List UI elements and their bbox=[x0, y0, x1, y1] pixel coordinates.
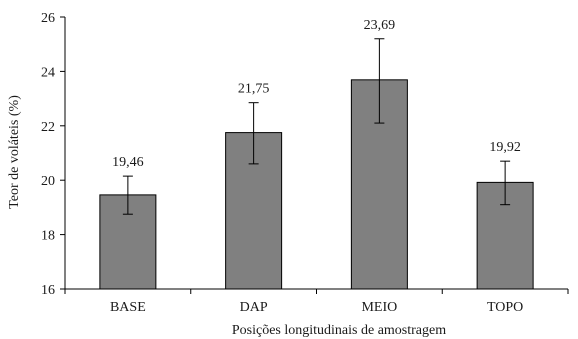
error-bars bbox=[122, 38, 511, 215]
y-axis-ticks: 16 18 20 22 24 26 bbox=[41, 11, 65, 298]
y-tick-label: 20 bbox=[41, 174, 55, 189]
data-labels: 19,46 21,75 23,69 19,92 bbox=[112, 18, 521, 170]
x-axis-title: Posições longitudinais de amostragem bbox=[232, 323, 446, 338]
bars bbox=[99, 79, 534, 290]
x-tick-label: DAP bbox=[240, 300, 268, 315]
data-label: 23,69 bbox=[364, 18, 396, 33]
x-tick-label: TOPO bbox=[487, 300, 523, 315]
y-tick-label: 16 bbox=[41, 283, 55, 298]
data-label: 19,92 bbox=[489, 140, 521, 155]
data-label: 21,75 bbox=[238, 82, 270, 97]
y-tick-label: 24 bbox=[41, 65, 55, 80]
x-tick-label: MEIO bbox=[361, 300, 397, 315]
y-tick-label: 26 bbox=[41, 11, 55, 26]
y-axis-title: Teor de voláteis (%) bbox=[7, 95, 22, 209]
y-tick-label: 18 bbox=[41, 229, 55, 244]
x-tick-label: BASE bbox=[110, 300, 146, 315]
data-label: 19,46 bbox=[112, 155, 144, 170]
x-axis-ticks: BASE DAP MEIO TOPO bbox=[64, 289, 569, 315]
y-tick-label: 22 bbox=[41, 120, 55, 135]
